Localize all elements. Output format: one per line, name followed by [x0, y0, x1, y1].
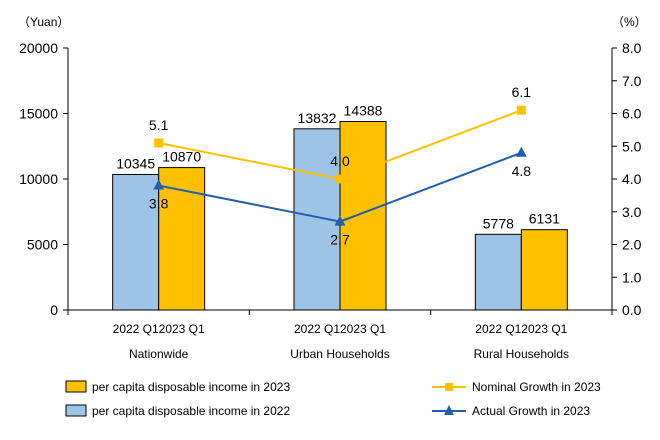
- line-value-label: 3.8: [149, 196, 169, 212]
- line-marker: [153, 179, 165, 190]
- bar-period-label: 2022 Q1: [475, 322, 521, 336]
- legend: per capita disposable income in 2022 per …: [65, 380, 601, 418]
- y-left-tick-label: 5000: [27, 237, 58, 253]
- legend-label: per capita disposable income in 2023: [92, 380, 290, 394]
- y-right-tick-label: 4.0: [622, 171, 642, 187]
- plot-area: 0 5000 10000 15000 20000 0.0 1.0 2.0 3.0 4.0 5.0 6.…: [19, 40, 642, 361]
- y-left-tick-label: 20000: [19, 40, 58, 56]
- bar-period-label: 2023 Q1: [340, 322, 386, 336]
- y-right-tick-label: 3.0: [622, 204, 642, 220]
- y-right-tick-label: 5.0: [622, 138, 642, 154]
- bar-value-label: 5778: [483, 215, 514, 231]
- y-left-tick-label: 0: [50, 302, 58, 318]
- legend-marker: [444, 405, 454, 415]
- legend-label: per capita disposable income in 2022: [92, 404, 290, 418]
- legend-swatch: [65, 404, 87, 417]
- bar: [339, 121, 387, 311]
- bar-period-label: 2022 Q1: [294, 322, 340, 336]
- line-marker: [335, 174, 345, 184]
- legend-label: Actual Growth in 2023: [472, 404, 590, 418]
- legend-swatch: [65, 380, 87, 393]
- bar-value-label: 10870: [162, 149, 201, 165]
- bar: [520, 229, 568, 311]
- legend-marker: [445, 383, 453, 391]
- group-label: Rural Households: [474, 347, 569, 361]
- y-right-tick-label: 8.0: [622, 40, 642, 56]
- bar-value-label: 6131: [529, 211, 560, 227]
- group-label: Nationwide: [129, 347, 189, 361]
- legend-label: Nominal Growth in 2023: [472, 380, 601, 394]
- line-marker: [516, 105, 526, 115]
- left-axis-unit: （Yuan）: [18, 15, 69, 29]
- bar-value-label: 13832: [298, 110, 337, 126]
- bar-value-label: 14388: [344, 103, 383, 119]
- line-value-label: 4.8: [512, 163, 532, 179]
- y-right-tick-label: 1.0: [622, 269, 642, 285]
- group-label: Urban Households: [290, 347, 389, 361]
- line-value-label: 4.0: [330, 153, 350, 169]
- bar-period-label: 2023 Q1: [159, 322, 205, 336]
- line-value-label: 5.1: [149, 117, 169, 133]
- bar: [158, 167, 206, 311]
- bar-period-label: 2022 Q1: [113, 322, 159, 336]
- y-left-tick-label: 10000: [19, 171, 58, 187]
- bar-value-label: 10345: [116, 155, 155, 171]
- right-axis-unit: （%）: [612, 15, 647, 29]
- y-right-tick-label: 0.0: [622, 302, 642, 318]
- y-right-tick-label: 2.0: [622, 237, 642, 253]
- line-marker: [154, 138, 164, 148]
- bar-period-label: 2023 Q1: [521, 322, 567, 336]
- line-value-label: 2.7: [330, 232, 350, 248]
- y-left-tick-label: 15000: [19, 106, 58, 122]
- line-marker: [334, 215, 346, 226]
- y-right-tick-label: 7.0: [622, 73, 642, 89]
- line-value-label: 6.1: [512, 84, 532, 100]
- y-right-tick-label: 6.0: [622, 106, 642, 122]
- bar: [474, 233, 522, 311]
- line-marker: [515, 146, 527, 157]
